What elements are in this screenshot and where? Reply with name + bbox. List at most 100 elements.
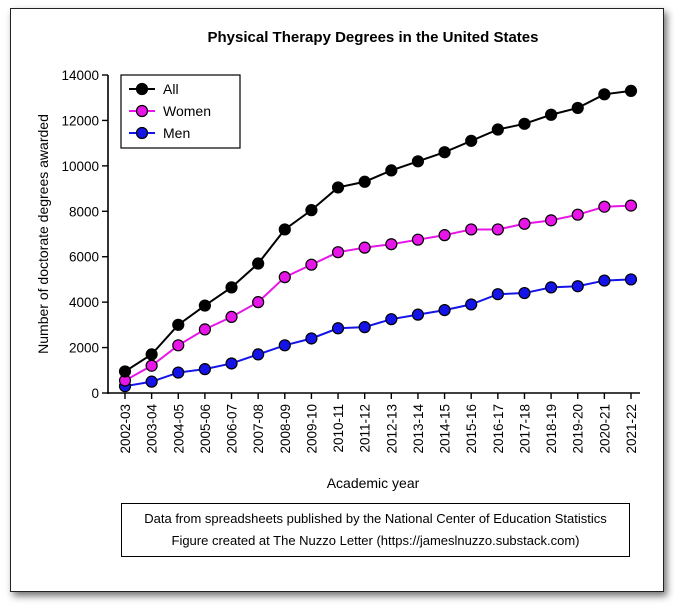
data-point — [438, 303, 451, 317]
x-tick-label: 2005-06 — [198, 404, 213, 454]
data-point — [465, 134, 478, 147]
data-point — [438, 146, 451, 159]
source-note-box: Data from spreadsheets published by the … — [121, 503, 630, 557]
chart-title: Physical Therapy Degrees in the United S… — [208, 29, 539, 46]
data-point — [198, 363, 211, 376]
data-point — [465, 298, 478, 311]
data-point — [438, 229, 451, 242]
data-point — [305, 332, 318, 345]
data-point — [545, 108, 558, 121]
y-tick-label: 8000 — [69, 204, 99, 219]
data-point — [172, 366, 185, 379]
data-point — [465, 223, 478, 236]
data-point — [118, 365, 132, 378]
data-point — [411, 233, 425, 246]
legend-marker — [135, 126, 149, 140]
x-tick-label: 2004-05 — [171, 404, 186, 454]
y-tick-label: 12000 — [61, 113, 99, 128]
y-tick-label: 6000 — [69, 250, 99, 265]
legend-label: All — [163, 81, 179, 97]
series-all — [118, 84, 638, 378]
data-point — [172, 318, 185, 331]
x-tick-label: 2021-22 — [624, 404, 639, 454]
series-line — [124, 204, 632, 382]
data-point — [358, 175, 371, 188]
data-point — [225, 281, 238, 294]
legend-label: Women — [163, 103, 211, 119]
x-tick-label: 2017-18 — [517, 404, 532, 454]
source-note-line-2: Figure created at The Nuzzo Letter (http… — [171, 533, 580, 548]
data-point — [145, 359, 158, 372]
data-point — [598, 200, 611, 213]
series-women — [118, 199, 638, 387]
data-point — [278, 223, 291, 236]
data-point — [624, 199, 638, 212]
x-tick-label: 2002-03 — [118, 404, 133, 454]
legend-marker — [135, 104, 149, 118]
data-point — [331, 246, 345, 259]
legend: All Women Men — [120, 74, 241, 149]
data-point — [252, 348, 265, 361]
data-point — [331, 322, 345, 335]
data-point — [385, 313, 398, 326]
data-point — [172, 339, 185, 352]
data-point — [385, 164, 398, 177]
data-point — [571, 101, 584, 115]
x-tick-label: 2014-15 — [438, 404, 453, 454]
x-tick-label: 2007-08 — [251, 404, 266, 454]
data-point — [358, 241, 371, 254]
data-point — [145, 348, 158, 361]
data-point — [278, 271, 291, 284]
y-tick-label: 4000 — [69, 295, 99, 310]
x-tick-label: 2009-10 — [304, 404, 319, 454]
x-tick-label: 2015-16 — [464, 404, 479, 454]
data-point — [545, 281, 558, 294]
data-point — [624, 84, 638, 98]
y-axis-label: Number of doctorate degrees awarded — [35, 114, 51, 354]
x-tick-label: 2020-21 — [597, 404, 612, 454]
data-point — [358, 321, 371, 334]
data-point — [278, 339, 291, 352]
y-tick-label: 14000 — [61, 68, 99, 83]
x-axis-label: Academic year — [327, 475, 420, 491]
data-point — [571, 280, 584, 293]
data-point — [571, 208, 584, 221]
x-tick-label: 2008-09 — [278, 404, 293, 454]
figure-frame — [10, 8, 664, 592]
x-tick-label: 2018-19 — [544, 404, 559, 454]
y-tick-label: 0 — [91, 386, 99, 401]
y-tick-label: 10000 — [61, 159, 99, 174]
data-point — [518, 217, 531, 230]
data-point — [252, 296, 265, 309]
data-point — [491, 223, 504, 236]
x-tick-label: 2012-13 — [384, 404, 399, 454]
x-tick-label: 2019-20 — [571, 404, 586, 454]
data-point — [305, 258, 318, 271]
series-men — [118, 273, 638, 393]
data-point — [225, 310, 238, 324]
y-tick-label: 2000 — [69, 341, 99, 356]
data-point — [411, 155, 425, 168]
data-point — [198, 299, 211, 312]
x-tick-label: 2006-07 — [225, 404, 240, 454]
data-point — [598, 88, 611, 101]
legend-marker — [135, 82, 149, 96]
data-point — [305, 204, 318, 217]
data-point — [491, 123, 504, 136]
data-point — [518, 286, 531, 300]
data-point — [624, 273, 638, 286]
data-point — [518, 117, 531, 130]
x-tick-label: 2013-14 — [411, 404, 426, 454]
data-point — [252, 257, 265, 270]
data-point — [411, 308, 425, 321]
source-note-line-1: Data from spreadsheets published by the … — [144, 511, 607, 526]
data-point — [545, 214, 558, 227]
data-point — [145, 375, 158, 388]
x-tick-label: 2016-17 — [491, 404, 506, 454]
x-tick-label: 2003-04 — [145, 404, 160, 454]
data-point — [331, 181, 345, 194]
data-point — [225, 357, 238, 370]
x-tick-label: 2010-11 — [331, 404, 346, 453]
data-point — [198, 323, 211, 336]
